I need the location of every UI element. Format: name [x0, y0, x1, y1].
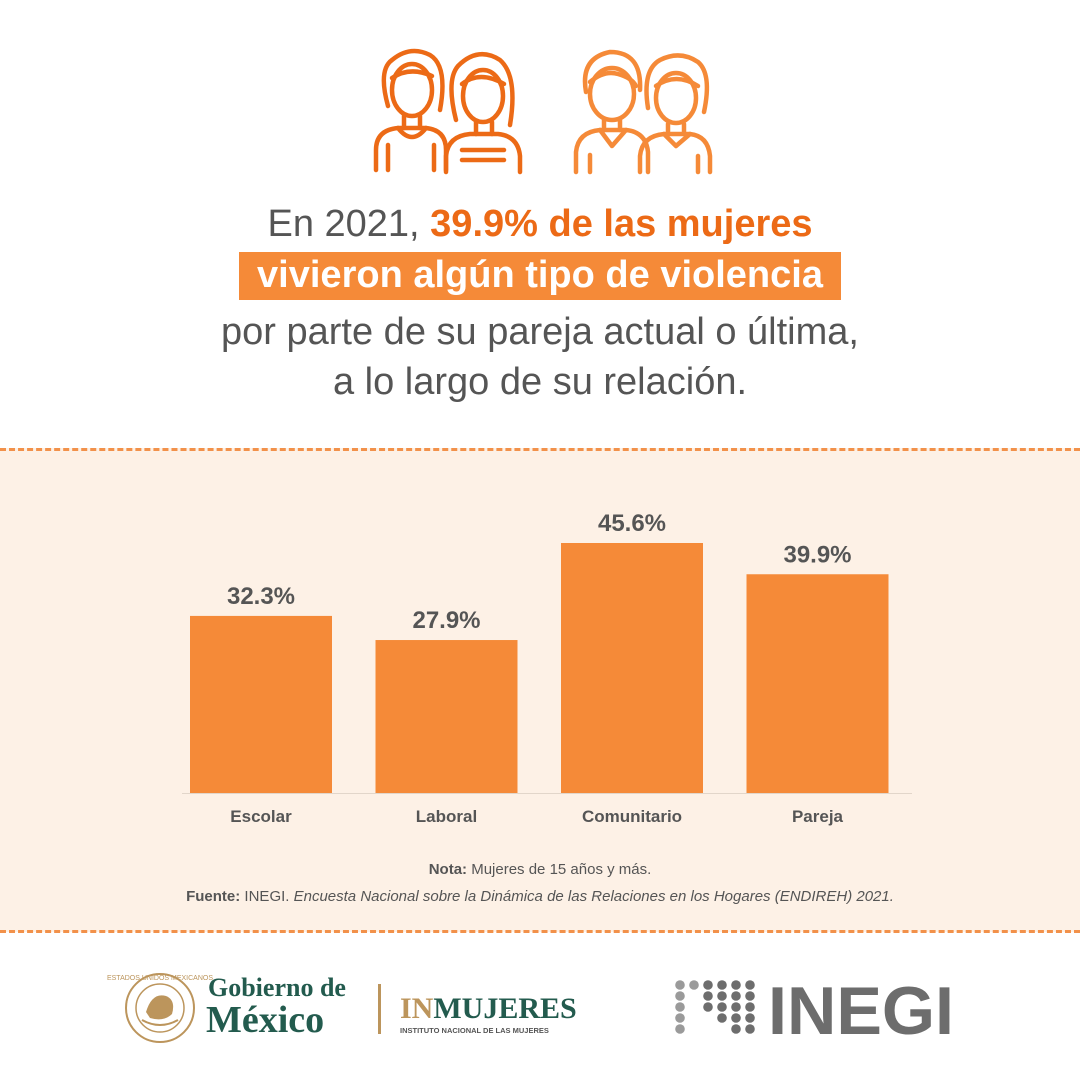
category-label-laboral: Laboral: [416, 807, 477, 826]
source-title: Encuesta Nacional sobre la Dinámica de l…: [293, 888, 894, 905]
inegi-dot-matrix-icon: [675, 980, 755, 1034]
inegi-dot: [703, 991, 713, 1001]
inegi-dot: [717, 1013, 727, 1023]
top-dashed-divider: [0, 448, 1080, 451]
headline-line-1: En 2021, 39.9% de las mujeres: [0, 205, 1080, 243]
header-illustrations: [373, 48, 713, 175]
source-label: Fuente:: [186, 888, 241, 905]
inegi-dot: [745, 1013, 755, 1023]
headline-line-3: por parte de su pareja actual o última,: [221, 311, 859, 353]
bottom-dashed-divider: [0, 930, 1080, 933]
value-label-pareja: 39.9%: [783, 541, 851, 568]
inegi-dot: [717, 980, 727, 990]
mexico-seal-logo: ESTADOS UNIDOS MEXICANOS: [107, 973, 213, 1043]
bar-comunitario: [561, 543, 703, 793]
category-label-comunitario: Comunitario: [582, 807, 682, 826]
headline-line-4: a lo largo de su relación.: [332, 361, 748, 403]
inegi-dot: [703, 980, 713, 990]
gobierno-line-1: Gobierno de: [208, 973, 346, 1002]
boy-and-girl-icon: [573, 49, 713, 175]
inegi-dot: [717, 1002, 727, 1012]
category-label-escolar: Escolar: [230, 807, 292, 826]
two-women-icon: [373, 48, 523, 175]
logo-separator: [378, 984, 381, 1034]
inmujeres-subtitle: INSTITUTO NACIONAL DE LAS MUJERES: [400, 1026, 549, 1035]
inegi-dot: [717, 991, 727, 1001]
chart-source: Fuente: INEGI. Encuesta Nacional sobre l…: [0, 888, 1080, 905]
inegi-dot: [689, 980, 699, 990]
inegi-dot: [731, 991, 741, 1001]
inegi-dot: [731, 1013, 741, 1023]
value-label-laboral: 27.9%: [412, 607, 480, 634]
inegi-dot: [675, 1013, 685, 1023]
inegi-dot: [675, 980, 685, 990]
bar-chart: 32.3% Escolar 27.9% Laboral 45.6% Comunitario…: [182, 510, 912, 826]
inegi-dot: [745, 1002, 755, 1012]
value-label-comunitario: 45.6%: [598, 510, 666, 537]
chart-note: Nota: Mujeres de 15 años y más.: [0, 861, 1080, 878]
inegi-dot: [675, 1002, 685, 1012]
source-org: INEGI.: [240, 888, 294, 905]
value-label-escolar: 32.3%: [227, 583, 295, 610]
headline-highlight: 39.9% de las mujeres: [430, 203, 813, 245]
footer-logos: ESTADOS UNIDOS MEXICANOS Gobierno de Méx…: [107, 973, 954, 1049]
inegi-dot: [703, 1002, 713, 1012]
bar-laboral: [375, 640, 518, 793]
inegi-dot: [745, 991, 755, 1001]
inegi-dot: [675, 991, 685, 1001]
seal-text: ESTADOS UNIDOS MEXICANOS: [107, 975, 213, 982]
inegi-dot: [731, 980, 741, 990]
inegi-dot: [731, 1002, 741, 1012]
category-label-pareja: Pareja: [792, 807, 844, 826]
headline-highlight-box: vivieron algún tipo de violencia: [239, 252, 841, 300]
note-label: Nota:: [428, 861, 468, 878]
inegi-dot: [675, 1024, 685, 1034]
inegi-dot: [731, 1024, 741, 1034]
inegi-dot: [745, 980, 755, 990]
gobierno-line-2: México: [206, 999, 324, 1041]
note-text: Mujeres de 15 años y más.: [467, 861, 652, 878]
headline-prefix: En 2021,: [267, 203, 431, 245]
bar-pareja: [746, 574, 889, 793]
bar-escolar: [190, 615, 332, 793]
headline-line-2: vivieron algún tipo de violencia: [0, 252, 1080, 300]
chart-panel: [0, 448, 1080, 932]
inegi-wordmark: INEGI: [768, 973, 954, 1049]
inegi-dot: [745, 1024, 755, 1034]
inmujeres-wordmark: INMUJERES: [400, 992, 577, 1025]
